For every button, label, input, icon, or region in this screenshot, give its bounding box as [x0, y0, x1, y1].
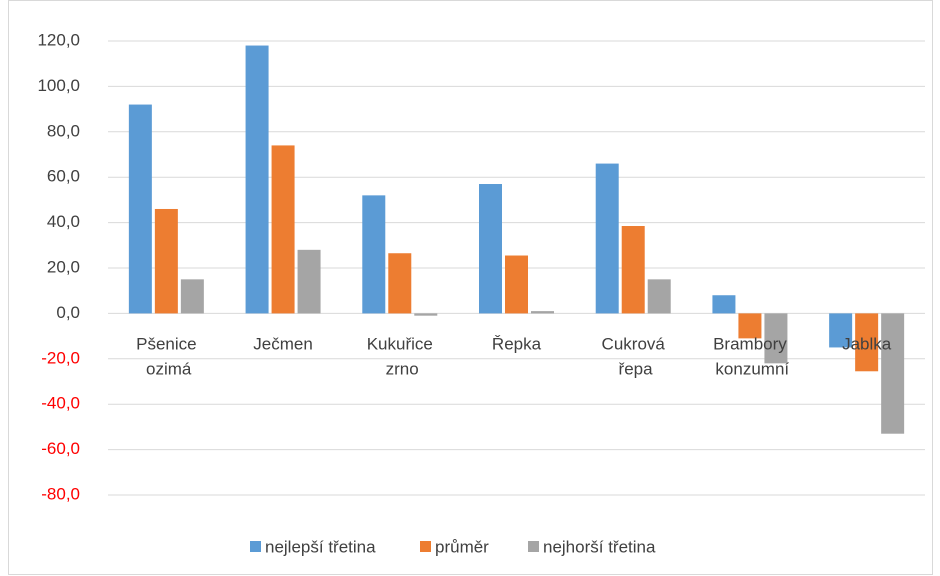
y-tick-label: 60,0 — [47, 167, 80, 186]
x-tick-label: Řepka — [492, 335, 542, 354]
bar — [647, 279, 671, 314]
x-tick-label: Pšenice ozimá — [136, 335, 196, 379]
bar — [764, 313, 788, 364]
legend-label: průměr — [435, 537, 489, 556]
bar — [531, 311, 554, 314]
legend-swatch — [528, 541, 539, 552]
y-tick-label: -80,0 — [41, 484, 80, 503]
bar — [712, 295, 736, 314]
bar — [297, 249, 321, 314]
y-tick-label: 100,0 — [37, 76, 80, 95]
x-tick-label: Cukrová řepa — [602, 335, 666, 379]
bar — [271, 145, 295, 314]
bar — [154, 208, 178, 314]
bar — [479, 184, 502, 314]
bar — [180, 279, 204, 314]
bar — [245, 45, 269, 314]
bar — [505, 255, 528, 314]
x-tick-label: Brambory konzumní — [711, 335, 790, 379]
x-tick-label: Jablka — [842, 335, 892, 354]
bar — [388, 253, 412, 314]
x-tick-label: Kukuřice zrno — [367, 335, 433, 379]
y-tick-label: 20,0 — [47, 257, 80, 276]
bar — [829, 313, 853, 348]
bar — [595, 163, 619, 314]
y-tick-label: 40,0 — [47, 212, 80, 231]
bar — [738, 313, 762, 339]
y-tick-label: -20,0 — [41, 348, 80, 367]
legend-swatch — [250, 541, 261, 552]
y-tick-label: -40,0 — [41, 394, 80, 413]
bar — [855, 313, 879, 372]
legend-swatch — [420, 541, 431, 552]
bar — [881, 313, 905, 434]
legend-label: nejlepší třetina — [265, 537, 376, 556]
legend-label: nejhorší třetina — [543, 537, 656, 556]
y-tick-label: 120,0 — [37, 30, 80, 49]
y-tick-label: 0,0 — [56, 303, 80, 322]
bar — [128, 104, 152, 314]
bar — [362, 195, 386, 314]
bar — [621, 226, 645, 314]
x-tick-label: Ječmen — [253, 335, 313, 354]
y-tick-label: -60,0 — [41, 439, 80, 458]
y-tick-label: 80,0 — [47, 121, 80, 140]
bar — [414, 313, 438, 316]
